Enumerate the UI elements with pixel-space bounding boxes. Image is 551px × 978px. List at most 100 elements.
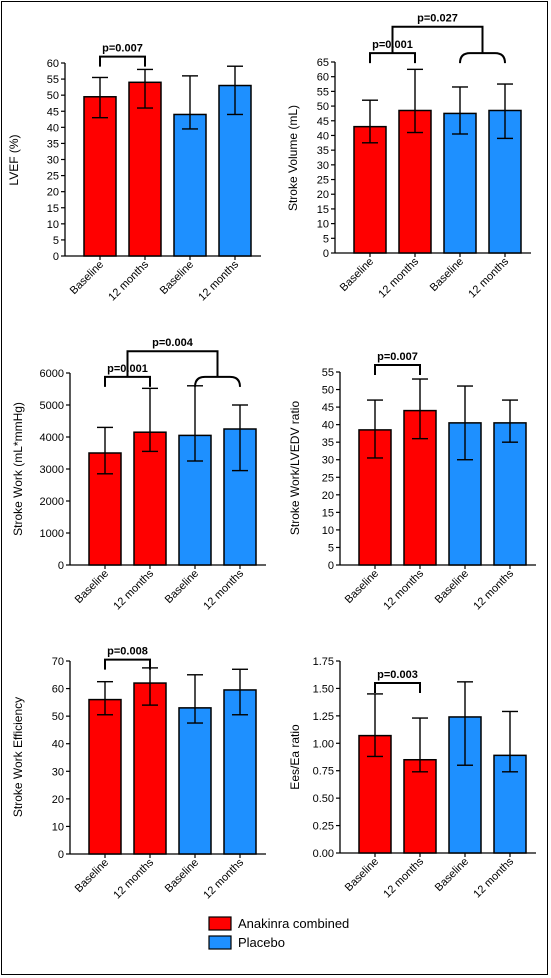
group-bracket xyxy=(126,350,219,377)
y-axis-title: Stroke Work (mL*mmHg) xyxy=(11,402,25,536)
y-tick-label: 10 xyxy=(47,219,59,231)
y-tick-label: 35 xyxy=(317,145,329,157)
bar xyxy=(403,758,437,854)
y-tick-label: 5 xyxy=(323,233,329,245)
y-tick-label: 30 xyxy=(52,766,64,778)
y-tick-label: 60 xyxy=(52,684,64,696)
y-tick-label: 15 xyxy=(317,204,329,216)
y-tick-label: 0 xyxy=(323,248,329,260)
legend-swatch-placebo xyxy=(208,935,232,950)
x-tick-label: 12 months xyxy=(471,567,516,612)
bar xyxy=(178,707,212,855)
y-tick-label: 45 xyxy=(317,116,329,128)
bar xyxy=(133,682,167,855)
y-tick-label: 5000 xyxy=(40,400,64,412)
legend-label-placebo: Placebo xyxy=(238,935,285,950)
chart-panel-3: 0 1000 2000 3000 4000 5000 6000 Stroke Work (mL… xyxy=(11,337,266,612)
bar xyxy=(88,698,122,855)
x-tick-label: Baseline xyxy=(433,856,471,894)
legend: Anakinra combined Placebo xyxy=(208,916,349,950)
p-value-label: p=0.004 xyxy=(152,337,194,349)
x-tick-label: Baseline xyxy=(433,568,471,606)
bar xyxy=(178,434,212,566)
chart-panel-4: 0 5 10 15 20 25 30 35 40 45 50 55 Stroke Work/LVEDV … xyxy=(288,351,536,612)
x-tick-label: Baseline xyxy=(68,259,106,297)
y-tick-label: 40 xyxy=(47,122,59,134)
p-value-label: p=0.007 xyxy=(377,351,418,363)
y-tick-label: 50 xyxy=(47,90,59,102)
significance-bracket xyxy=(369,52,416,64)
y-tick-label: 0 xyxy=(328,560,334,572)
y-tick-label: 0 xyxy=(58,560,64,572)
y-tick-label: 35 xyxy=(322,437,334,449)
bar xyxy=(173,113,207,257)
x-tick-label: 12 months xyxy=(466,255,511,300)
chart-panel-6: 0.00 0.25 0.50 0.75 1.00 1.25 1.50 1.75 Ees/Ea r… xyxy=(288,656,536,900)
y-tick-label: 3000 xyxy=(40,464,64,476)
y-tick-label: 4000 xyxy=(40,432,64,444)
y-tick-label: 10 xyxy=(52,821,64,833)
x-tick-label: Baseline xyxy=(343,856,381,894)
y-tick-label: 25 xyxy=(317,175,329,187)
y-tick-label: 65 xyxy=(317,57,329,69)
x-tick-label: 12 months xyxy=(106,258,151,303)
significance-bracket xyxy=(104,375,151,387)
y-tick-label: 55 xyxy=(317,86,329,98)
x-tick-label: Baseline xyxy=(158,259,196,297)
y-tick-label: 0.00 xyxy=(313,848,334,860)
y-tick-label: 50 xyxy=(317,101,329,113)
y-tick-label: 20 xyxy=(322,490,334,502)
y-tick-label: 6000 xyxy=(40,368,64,380)
significance-bracket xyxy=(374,363,421,375)
y-tick-label: 15 xyxy=(47,203,59,215)
group-bracket xyxy=(391,25,484,54)
chart-panel-1: 0 5 10 15 20 25 30 35 40 45 50 55 60 LVEF (%) Baseline… xyxy=(7,43,261,303)
y-tick-label: 1.50 xyxy=(313,683,334,695)
y-tick-label: 55 xyxy=(322,367,334,379)
y-tick-label: 45 xyxy=(47,106,59,118)
y-tick-label: 5 xyxy=(328,542,334,554)
y-tick-label: 20 xyxy=(317,189,329,201)
y-tick-label: 0.75 xyxy=(313,766,334,778)
y-tick-label: 55 xyxy=(47,74,59,86)
y-tick-label: 40 xyxy=(317,130,329,142)
y-tick-label: 0.25 xyxy=(313,821,334,833)
y-tick-label: 2000 xyxy=(40,496,64,508)
bar xyxy=(83,96,117,257)
y-tick-label: 40 xyxy=(52,739,64,751)
y-axis-title: Ees/Ea ratio xyxy=(288,724,302,790)
y-tick-label: 70 xyxy=(52,656,64,668)
y-tick-label: 10 xyxy=(322,525,334,537)
y-tick-label: 1000 xyxy=(40,528,64,540)
y-tick-label: 25 xyxy=(47,171,59,183)
x-tick-label: Baseline xyxy=(338,256,376,294)
p-value-label: p=0.027 xyxy=(417,13,458,25)
y-axis-title: Stroke Work Efficiency xyxy=(11,697,25,817)
x-tick-label: 12 months xyxy=(471,855,516,900)
y-tick-label: 60 xyxy=(47,58,59,70)
significance-bracket xyxy=(104,658,151,670)
x-tick-label: 12 months xyxy=(111,856,156,901)
x-tick-label: Baseline xyxy=(73,857,111,895)
y-tick-label: 20 xyxy=(52,794,64,806)
x-tick-label: 12 months xyxy=(201,856,246,901)
significance-bracket xyxy=(374,681,421,693)
y-tick-label: 0.50 xyxy=(313,793,334,805)
y-tick-label: 30 xyxy=(47,155,59,167)
y-tick-label: 1.25 xyxy=(313,711,334,723)
x-tick-label: 12 months xyxy=(376,255,421,300)
y-axis-title: Stroke Work/LVEDV ratio xyxy=(288,401,302,536)
significance-bracket xyxy=(99,55,146,67)
y-axis-title: LVEF (%) xyxy=(7,134,21,185)
p-value-label: p=0.003 xyxy=(377,669,418,681)
merge-bracket xyxy=(459,52,506,64)
y-tick-label: 40 xyxy=(322,420,334,432)
bar xyxy=(133,431,167,566)
x-tick-label: Baseline xyxy=(343,568,381,606)
x-tick-label: 12 months xyxy=(111,567,156,612)
y-tick-label: 0 xyxy=(58,849,64,861)
y-tick-label: 60 xyxy=(317,72,329,84)
